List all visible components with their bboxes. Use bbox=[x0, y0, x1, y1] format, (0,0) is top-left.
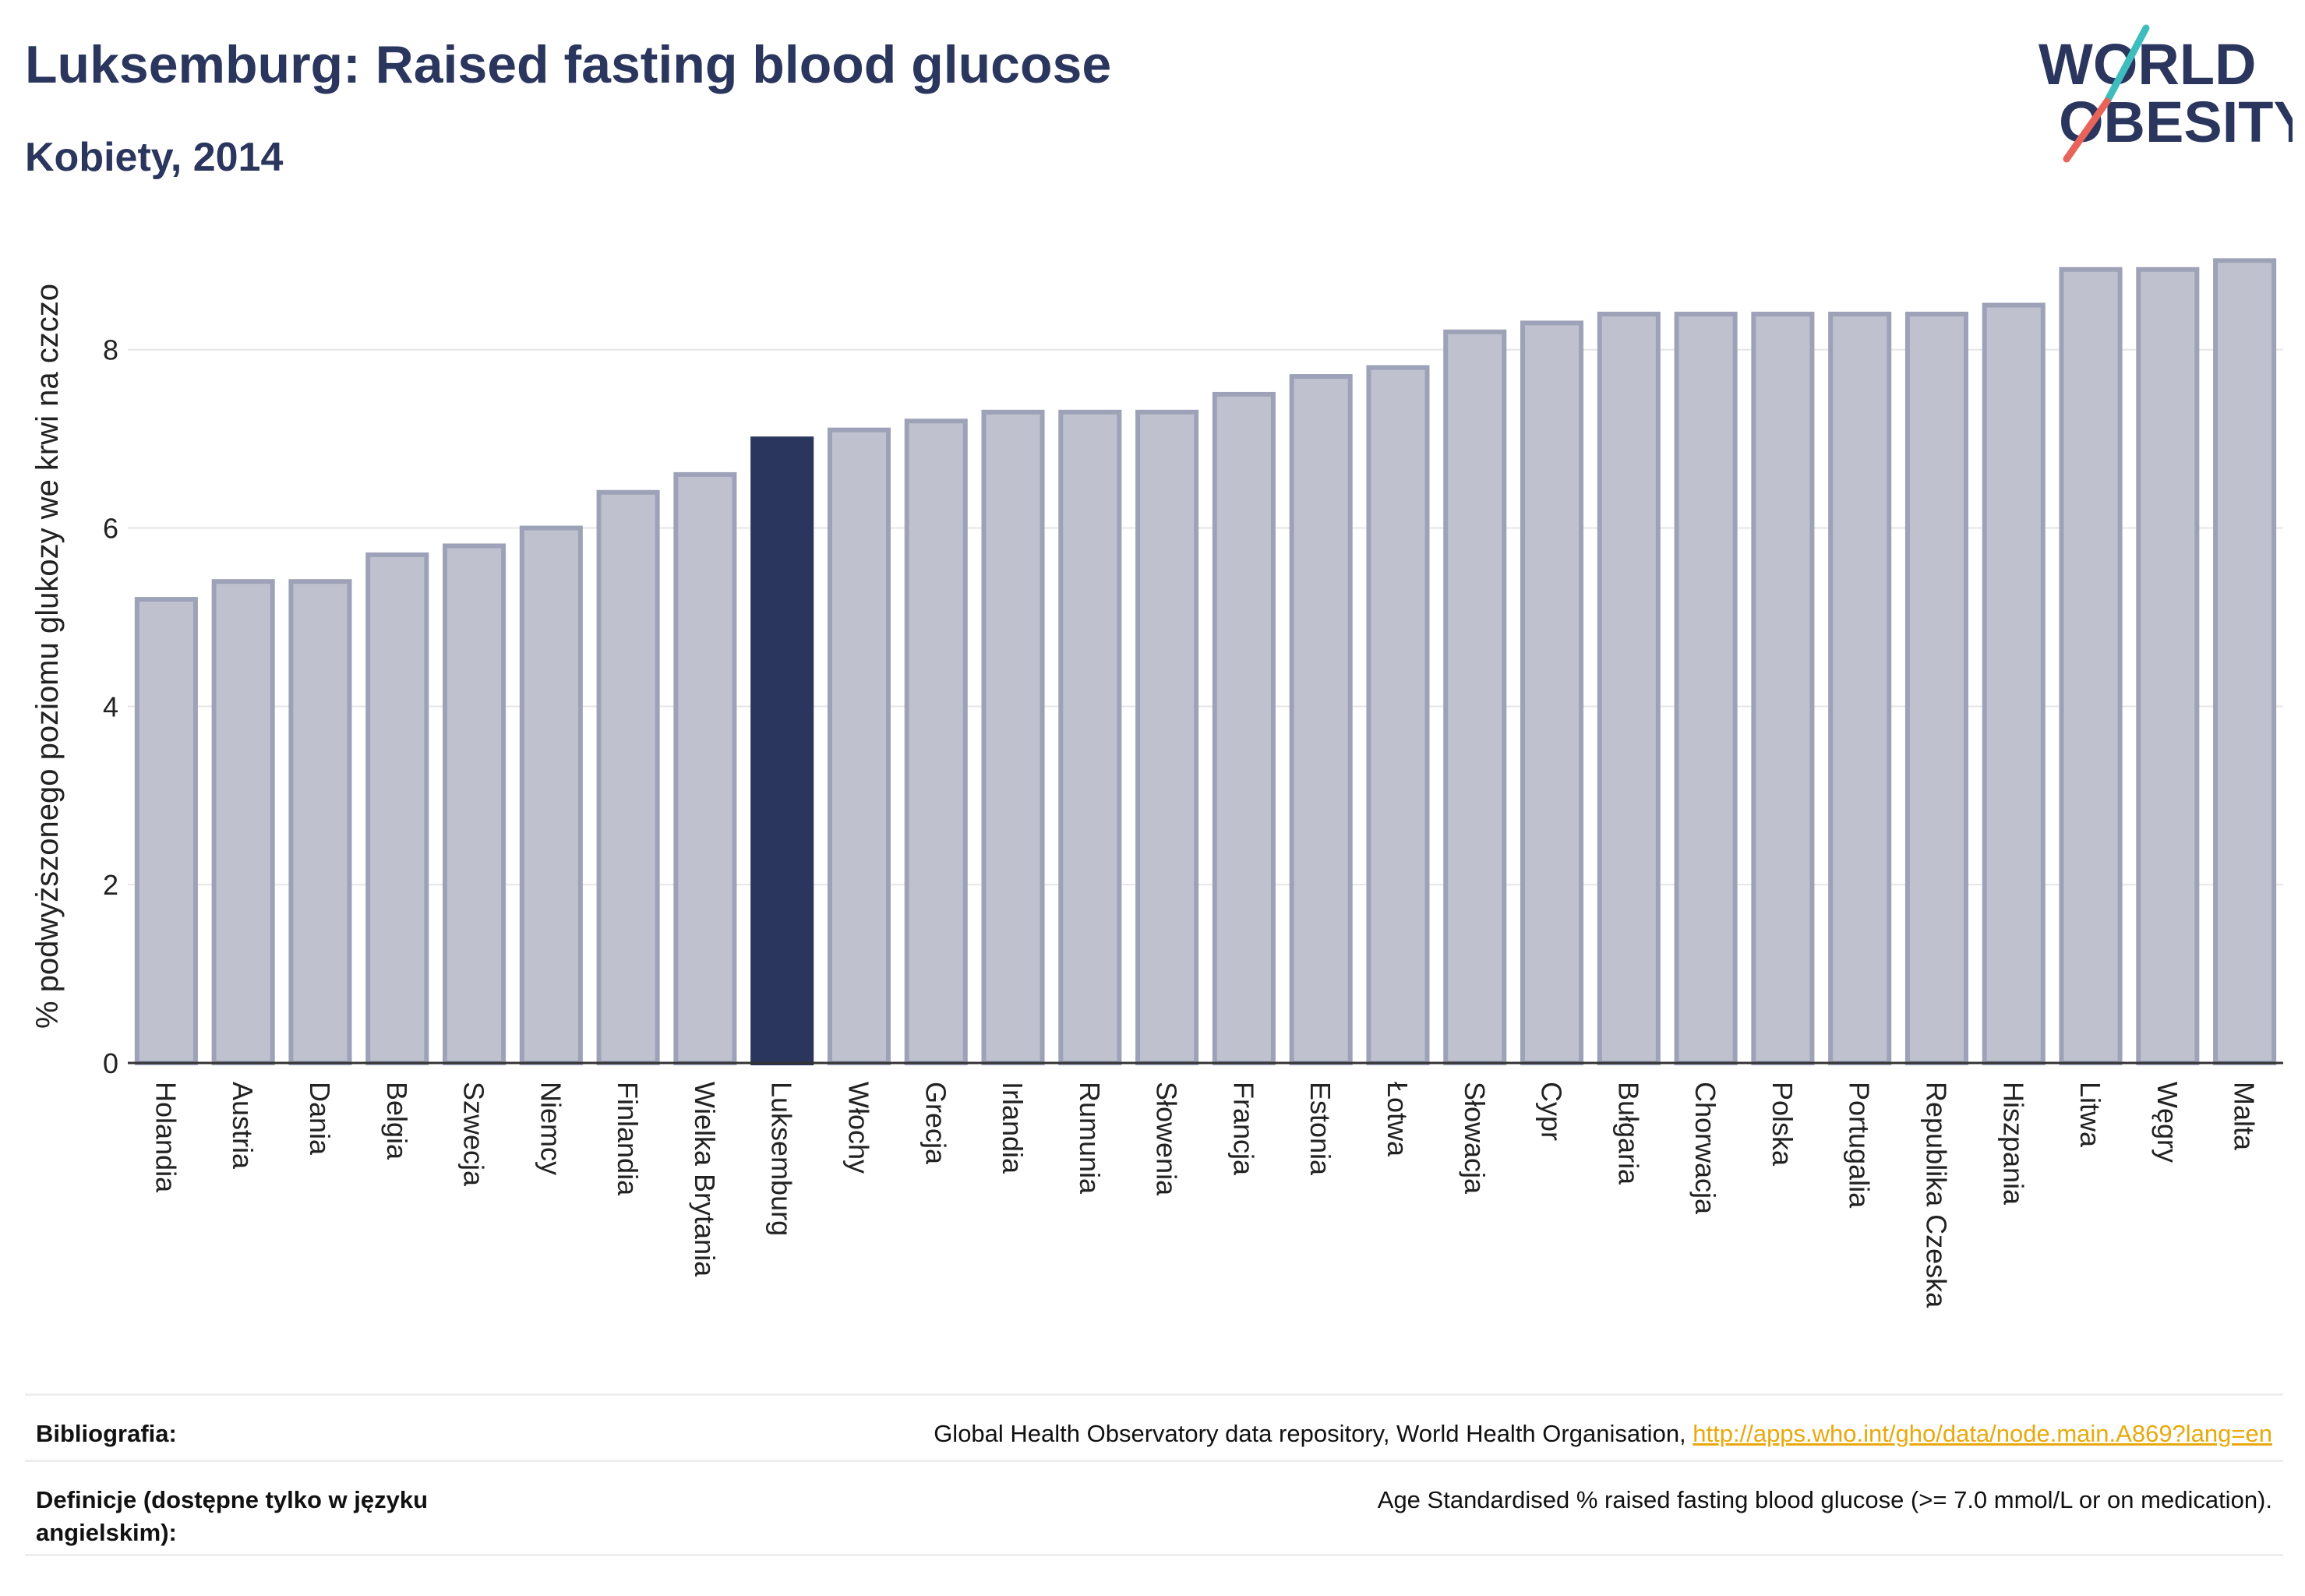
x-tick-label: Finlandia bbox=[612, 1082, 644, 1196]
bar-austria bbox=[211, 579, 275, 1065]
y-axis-label: % podwyższonego poziomu glukozy we krwi … bbox=[30, 284, 65, 1029]
x-tick-label: Chorwacja bbox=[1689, 1082, 1721, 1215]
bar-rumunia bbox=[1058, 409, 1122, 1065]
bar-węgry bbox=[2136, 267, 2200, 1065]
bibliography-text: Global Health Observatory data repositor… bbox=[934, 1420, 1693, 1447]
x-tick-label: Dania bbox=[304, 1082, 336, 1156]
bar-cypr bbox=[1520, 320, 1584, 1065]
bars bbox=[134, 258, 2277, 1066]
bar-republika-czeska bbox=[1904, 311, 1969, 1066]
x-tick-label: Węgry bbox=[2151, 1082, 2183, 1163]
bar-bułgaria bbox=[1597, 311, 1661, 1066]
bar-chorwacja bbox=[1674, 311, 1738, 1066]
x-tick-label: Portugalia bbox=[1844, 1082, 1876, 1209]
bibliography-value: Global Health Observatory data repositor… bbox=[934, 1396, 2283, 1460]
bar-litwa bbox=[2059, 267, 2123, 1065]
x-tick-label: Estonia bbox=[1304, 1082, 1336, 1176]
x-tick-label: Włochy bbox=[842, 1082, 874, 1174]
bar-malta bbox=[2213, 258, 2277, 1065]
logo-slash-top bbox=[2103, 24, 2150, 105]
x-tick-label: Bułgaria bbox=[1612, 1082, 1644, 1185]
bar-dania bbox=[288, 579, 352, 1065]
logo-line2: OBESITY bbox=[2059, 90, 2293, 154]
logo-line1: WORLD bbox=[2038, 32, 2257, 97]
bibliography-label: Bibliografia: bbox=[36, 1420, 177, 1447]
logo-slash-bottom bbox=[2063, 97, 2111, 163]
y-tick-label: 6 bbox=[103, 513, 118, 545]
x-tick-label: Austria bbox=[227, 1082, 259, 1170]
x-tick-label: Malta bbox=[2229, 1082, 2261, 1151]
bar-łotwa bbox=[1366, 365, 1430, 1065]
bar-holandia bbox=[134, 597, 198, 1065]
bar-francja bbox=[1212, 391, 1276, 1065]
x-tick-label: Łotwa bbox=[1382, 1082, 1414, 1157]
y-tick-label: 4 bbox=[103, 690, 118, 722]
bibliography-row: Bibliografia: Global Health Observatory … bbox=[25, 1393, 2283, 1460]
y-tick-label: 8 bbox=[103, 334, 118, 366]
bar-słowenia bbox=[1135, 409, 1199, 1065]
bar-finlandia bbox=[596, 489, 660, 1065]
bar-grecja bbox=[904, 418, 968, 1065]
x-tick-label: Szwecja bbox=[458, 1082, 490, 1187]
x-tick-label: Słowacja bbox=[1459, 1082, 1491, 1195]
bar-chart: 0 2 4 6 8 Holandia Austria Dania Belgia Szwecja N… bbox=[30, 258, 2283, 1308]
x-tick-label: Litwa bbox=[2074, 1082, 2106, 1148]
bar-irlandia bbox=[981, 409, 1045, 1065]
footer: Bibliografia: Global Health Observatory … bbox=[25, 1393, 2283, 1556]
bar-wielka-brytania bbox=[673, 471, 737, 1065]
chart-title: Luksemburg: Raised fasting blood glucose bbox=[25, 35, 1112, 94]
bar-włochy bbox=[827, 427, 891, 1065]
x-tick-label: Hiszpania bbox=[1997, 1082, 2029, 1206]
x-tick-label: Francja bbox=[1227, 1082, 1259, 1176]
x-tick-label: Polska bbox=[1767, 1082, 1798, 1167]
x-tick-label: Cypr bbox=[1536, 1082, 1568, 1141]
y-tick-label: 0 bbox=[103, 1047, 118, 1079]
bar-portugalia bbox=[1828, 311, 1892, 1066]
x-tick-label: Słowenia bbox=[1151, 1082, 1183, 1196]
chart-subtitle: Kobiety, 2014 bbox=[25, 135, 284, 180]
definitions-row: Definicje (dostępne tylko w języku angie… bbox=[25, 1460, 2283, 1556]
x-tick-label: Luksemburg bbox=[766, 1082, 798, 1236]
x-axis-labels: Holandia Austria Dania Belgia Szwecja Niemcy F… bbox=[150, 1082, 2260, 1308]
x-tick-label: Rumunia bbox=[1074, 1082, 1106, 1195]
definitions-value: Age Standardised % raised fasting blood … bbox=[1377, 1486, 2272, 1513]
x-tick-label: Wielka Brytania bbox=[689, 1082, 721, 1277]
bar-hiszpania bbox=[1982, 302, 2046, 1066]
y-axis-ticks: 0 2 4 6 8 bbox=[103, 334, 118, 1079]
x-tick-label: Irlandia bbox=[997, 1082, 1029, 1174]
x-tick-label: Holandia bbox=[150, 1082, 182, 1193]
x-tick-label: Grecja bbox=[920, 1082, 951, 1165]
y-tick-label: 2 bbox=[103, 869, 118, 901]
bar-szwecja bbox=[442, 543, 507, 1065]
bar-luksemburg bbox=[750, 436, 814, 1065]
world-obesity-logo: WORLD OBESITY bbox=[2038, 24, 2293, 163]
x-tick-label: Belgia bbox=[381, 1082, 413, 1160]
bar-niemcy bbox=[519, 525, 583, 1065]
bar-belgia bbox=[365, 552, 429, 1065]
definitions-label: Definicje (dostępne tylko w języku angie… bbox=[36, 1486, 429, 1546]
bar-estonia bbox=[1289, 374, 1353, 1065]
bibliography-link[interactable]: http://apps.who.int/gho/data/node.main.A… bbox=[1693, 1420, 2272, 1447]
x-tick-label: Republika Czeska bbox=[1920, 1082, 1952, 1308]
bar-polska bbox=[1751, 311, 1815, 1066]
bar-słowacja bbox=[1443, 329, 1507, 1065]
x-tick-label: Niemcy bbox=[535, 1082, 567, 1175]
